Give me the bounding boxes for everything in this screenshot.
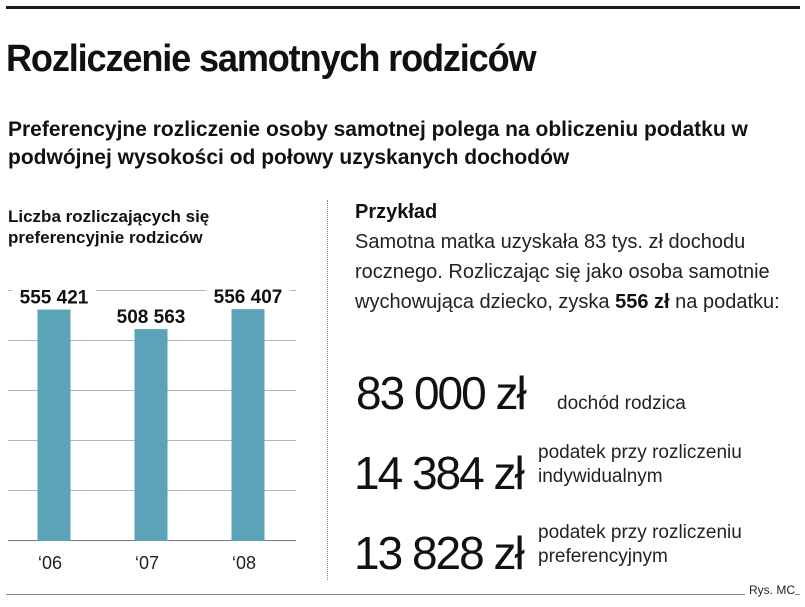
bar-1 (134, 329, 168, 541)
column-divider (327, 200, 329, 580)
category-label-1: ‘07 (135, 553, 159, 573)
value-label-background (12, 287, 96, 308)
preferential-tax-amount: 13 828 zł (354, 527, 525, 579)
value-label-background (206, 287, 290, 308)
individual-tax-amount: 14 384 zł (354, 447, 525, 499)
top-rule (6, 6, 800, 9)
infographic-subtitle: Preferencyjne rozliczenie osoby samotnej… (8, 118, 748, 169)
example-text: Samotna matka uzyskała 83 tys. zł dochod… (355, 227, 800, 317)
infographic-title: Rozliczenie samotnych rodziców (6, 38, 537, 80)
category-label-0: ‘06 (38, 553, 62, 573)
bar-2 (231, 309, 265, 541)
chart-title: Liczba rozliczających się preferencyjnie… (8, 207, 210, 247)
preferential-tax-label: podatek przy rozliczeniu preferencyjnym (538, 522, 742, 567)
value-label-1: 508 563 (117, 307, 186, 328)
category-label-2: ‘08 (232, 553, 256, 573)
example-savings-amount: 556 zł (615, 291, 670, 313)
value-label-background (109, 307, 193, 328)
bar-chart: 555 421 ‘06 508 563 ‘07 556 407 ‘08 (8, 287, 296, 573)
bottom-rule (6, 594, 800, 595)
value-label-2: 556 407 (214, 287, 283, 308)
example-text-before: Samotna matka uzyskała 83 tys. zł dochod… (355, 231, 770, 313)
income-amount: 83 000 zł (356, 367, 527, 419)
value-label-0: 555 421 (20, 288, 89, 309)
income-label: dochód rodzica (557, 393, 686, 414)
individual-tax-label: podatek przy rozliczeniu indywidualnym (538, 442, 742, 487)
bar-0 (37, 309, 71, 541)
credit: Rys. MC (745, 583, 795, 597)
example-heading: Przykład (355, 201, 438, 223)
example-text-after: na podatku: (669, 291, 780, 313)
